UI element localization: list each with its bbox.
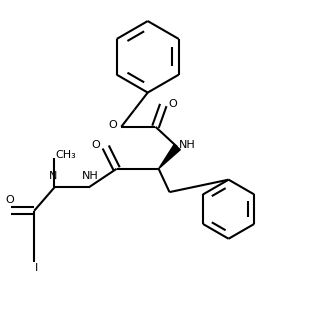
Text: O: O xyxy=(169,99,178,109)
Polygon shape xyxy=(159,144,180,169)
Text: CH₃: CH₃ xyxy=(55,150,76,160)
Text: O: O xyxy=(108,120,117,130)
Text: O: O xyxy=(91,140,100,150)
Text: NH: NH xyxy=(82,171,99,181)
Text: NH: NH xyxy=(179,140,196,150)
Text: O: O xyxy=(5,195,14,205)
Text: I: I xyxy=(35,263,38,273)
Text: N: N xyxy=(49,171,58,181)
